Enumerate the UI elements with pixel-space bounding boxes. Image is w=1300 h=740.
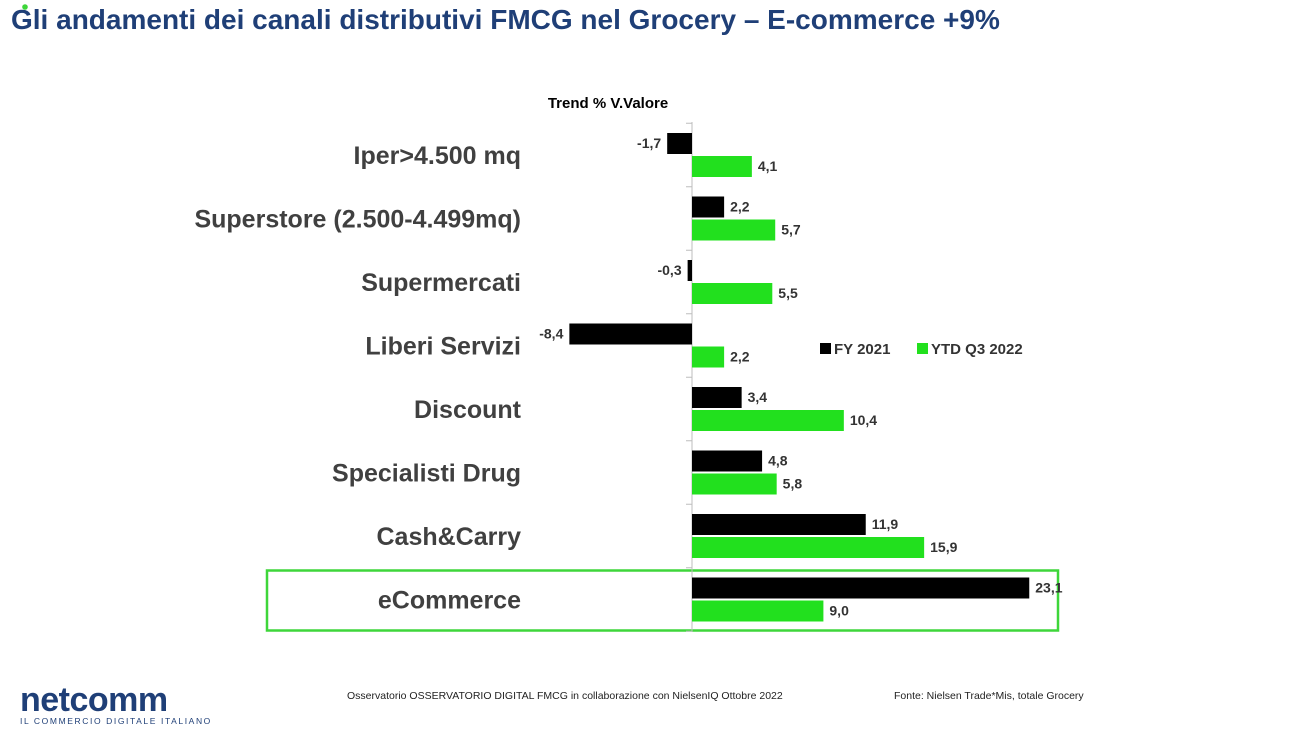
- data-label: 5,5: [778, 285, 798, 301]
- category-label: Specialisti Drug: [332, 460, 521, 488]
- logo-tagline: IL COMMERCIO DIGITALE ITALIANO: [20, 716, 212, 726]
- bar-fy2021: [692, 514, 866, 535]
- footer-source-note: Osservatorio OSSERVATORIO DIGITAL FMCG i…: [347, 690, 783, 702]
- legend-label: FY 2021: [834, 341, 890, 358]
- data-label: 4,1: [758, 158, 778, 174]
- bar-fy2021: [692, 196, 725, 218]
- bar-ytd2022: [692, 156, 752, 177]
- bar-ytd2022: [692, 346, 725, 368]
- category-label: Cash&Carry: [376, 523, 521, 551]
- bar-ytd2022: [692, 537, 925, 558]
- data-label: 4,8: [768, 453, 788, 469]
- data-label: 2,2: [730, 199, 750, 215]
- chart-title: Trend % V.Valore: [548, 95, 668, 112]
- bar-ytd2022: [692, 283, 773, 304]
- highlight-box: [265, 569, 1060, 632]
- bar-ytd2022: [692, 410, 844, 431]
- data-label: 2,2: [730, 349, 750, 365]
- category-label: Liberi Servizi: [365, 333, 521, 361]
- legend-swatch: [917, 343, 928, 354]
- data-label: 23,1: [1035, 580, 1062, 596]
- data-label: 3,4: [748, 389, 768, 405]
- data-label: 15,9: [930, 539, 957, 555]
- bar-fy2021: [569, 323, 692, 345]
- data-label: -0,3: [657, 262, 681, 278]
- bar-ytd2022: [692, 473, 777, 495]
- category-label: Supermercati: [361, 269, 521, 297]
- bar-fy2021: [667, 133, 692, 154]
- bar-fy2021: [692, 577, 1030, 599]
- data-label: -1,7: [637, 135, 661, 151]
- page-title: Gli andamenti dei canali distributivi FM…: [11, 4, 1000, 35]
- data-label: 5,7: [781, 222, 801, 238]
- bar-ytd2022: [692, 600, 824, 622]
- bar-fy2021: [692, 450, 763, 472]
- category-label: Superstore (2.500-4.499mq): [194, 206, 521, 234]
- logo-wordmark: netcomm: [20, 681, 168, 719]
- logo-star-icon: [22, 4, 28, 10]
- bar-fy2021: [692, 387, 742, 408]
- netcomm-logo: netcomm IL COMMERCIO DIGITALE ITALIANO: [20, 682, 212, 726]
- data-label: 10,4: [850, 412, 877, 428]
- data-label: -8,4: [539, 326, 563, 342]
- category-label: eCommerce: [378, 587, 521, 615]
- data-label: 9,0: [829, 603, 849, 619]
- category-label: Discount: [414, 396, 522, 424]
- footer-data-source: Fonte: Nielsen Trade*Mis, totale Grocery: [894, 690, 1084, 702]
- data-label: 11,9: [872, 516, 899, 532]
- category-label: Iper>4.500 mq: [354, 142, 521, 170]
- legend-swatch: [820, 343, 831, 354]
- legend-label: YTD Q3 2022: [931, 341, 1023, 358]
- bar-fy2021: [687, 260, 692, 281]
- data-label: 5,8: [783, 476, 803, 492]
- bar-ytd2022: [692, 219, 776, 241]
